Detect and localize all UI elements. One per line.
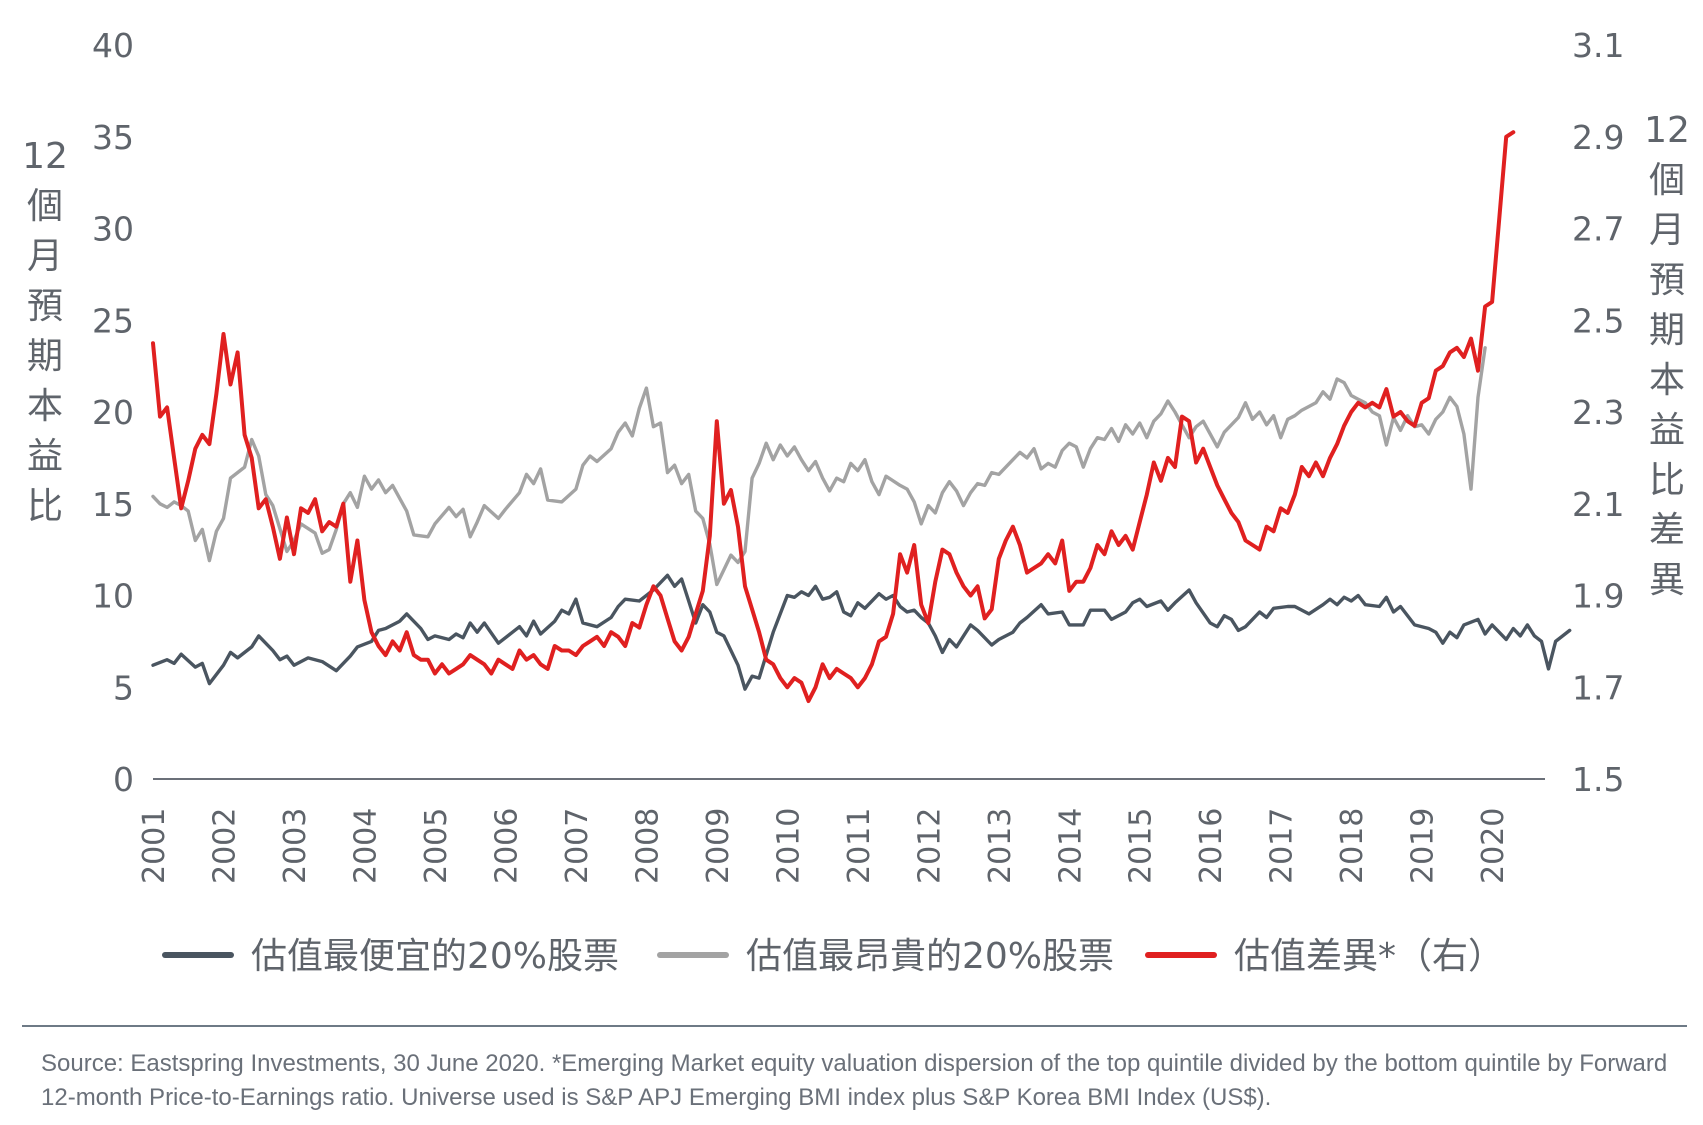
right-y-tick-label: 1.9 [1572,577,1624,616]
x-tick-label: 2007 [560,808,595,884]
series-line-3 [151,130,1516,703]
x-tick-label: 2002 [207,808,242,884]
right-y-tick-label: 3.1 [1572,26,1624,65]
right-y-axis-label-char: 12 [1644,110,1690,151]
legend-label-2: 估值最昂貴的20%股票 [746,936,1114,977]
x-tick-label: 2017 [1265,808,1300,884]
right-y-axis-label-char: 比 [1649,460,1685,501]
x-tick-label: 2016 [1194,808,1229,884]
x-tick-label: 2018 [1335,808,1370,884]
left-y-tick-label: 5 [113,668,134,707]
x-tick-label: 2004 [348,808,383,884]
left-y-axis-label-char: 個 [27,186,63,227]
right-y-axis-label-char: 個 [1649,160,1685,201]
left-y-tick-label: 0 [113,760,134,799]
left-y-axis-label-char: 本 [27,386,63,427]
legend-label-1: 估值最便宜的20%股票 [251,936,619,977]
left-y-axis-label-char: 比 [27,486,63,527]
footer: Source: Eastspring Investments, 30 June … [22,1025,1687,1125]
series-line-1 [151,573,1572,691]
left-y-tick-label: 30 [92,210,134,249]
series-lines [151,130,1572,703]
left-y-axis-label-char: 益 [27,436,63,477]
legend-label-3: 估值差異*（右） [1234,936,1504,977]
right-y-axis: 1.5 1.7 1.9 2.1 2.3 2.5 2.7 2.9 3.1 [1572,26,1624,799]
left-y-tick-label: 20 [92,393,134,432]
right-y-tick-label: 2.9 [1572,118,1624,157]
source-note: Source: Eastspring Investments, 30 June … [41,1050,1668,1111]
x-tick-label: 2015 [1124,808,1159,884]
line-chart: 0 5 10 15 20 25 30 35 40 1.5 1.7 1.9 2.1 2.3 2.5 2.7 2.… [22,26,1690,977]
right-y-axis-label-char: 異 [1649,560,1685,601]
right-y-axis-label-char: 本 [1649,360,1685,401]
x-axis: 2001 2002 2003 2004 2005 2006 2007 2008 2009 2010… [137,808,1511,884]
x-tick-label: 2006 [489,808,524,884]
x-tick-label: 2003 [278,808,313,884]
right-y-axis-label-char: 期 [1649,310,1685,351]
x-tick-label: 2019 [1406,808,1441,884]
right-y-tick-label: 2.3 [1572,393,1624,432]
left-y-axis-label-char: 12 [22,136,68,177]
x-tick-label: 2010 [771,808,806,884]
footer-divider [22,1025,1687,1027]
left-y-tick-label: 15 [92,485,134,524]
x-tick-label: 2008 [630,808,665,884]
legend: 估值最便宜的20%股票 估值最昂貴的20%股票 估值差異*（右） [162,936,1504,977]
right-y-tick-label: 2.1 [1572,485,1624,524]
x-tick-label: 2005 [419,808,454,884]
right-y-tick-label: 1.7 [1572,668,1624,707]
right-y-axis-label-char: 益 [1649,410,1685,451]
left-y-tick-label: 40 [92,26,134,65]
right-y-axis-label-char: 預 [1649,260,1685,301]
right-y-axis-label-char: 差 [1649,510,1685,551]
left-y-axis-label-char: 預 [27,286,63,327]
left-y-axis-label-char: 月 [27,236,63,277]
x-tick-label: 2014 [1053,808,1088,884]
x-tick-label: 2011 [842,808,877,884]
left-y-tick-label: 10 [92,577,134,616]
x-tick-label: 2013 [983,808,1018,884]
left-y-axis-label-char: 期 [27,336,63,377]
left-y-axis: 0 5 10 15 20 25 30 35 40 [92,26,134,799]
left-y-tick-label: 35 [92,118,134,157]
left-y-tick-label: 25 [92,301,134,340]
right-y-tick-label: 1.5 [1572,760,1624,799]
x-tick-label: 2020 [1476,808,1511,884]
right-y-axis-label-char: 月 [1649,210,1685,251]
x-tick-label: 2001 [137,808,172,884]
right-y-tick-label: 2.7 [1572,210,1624,249]
right-y-tick-label: 2.5 [1572,301,1624,340]
x-tick-label: 2012 [912,808,947,884]
x-tick-label: 2009 [701,808,736,884]
series-line-2 [151,346,1487,587]
